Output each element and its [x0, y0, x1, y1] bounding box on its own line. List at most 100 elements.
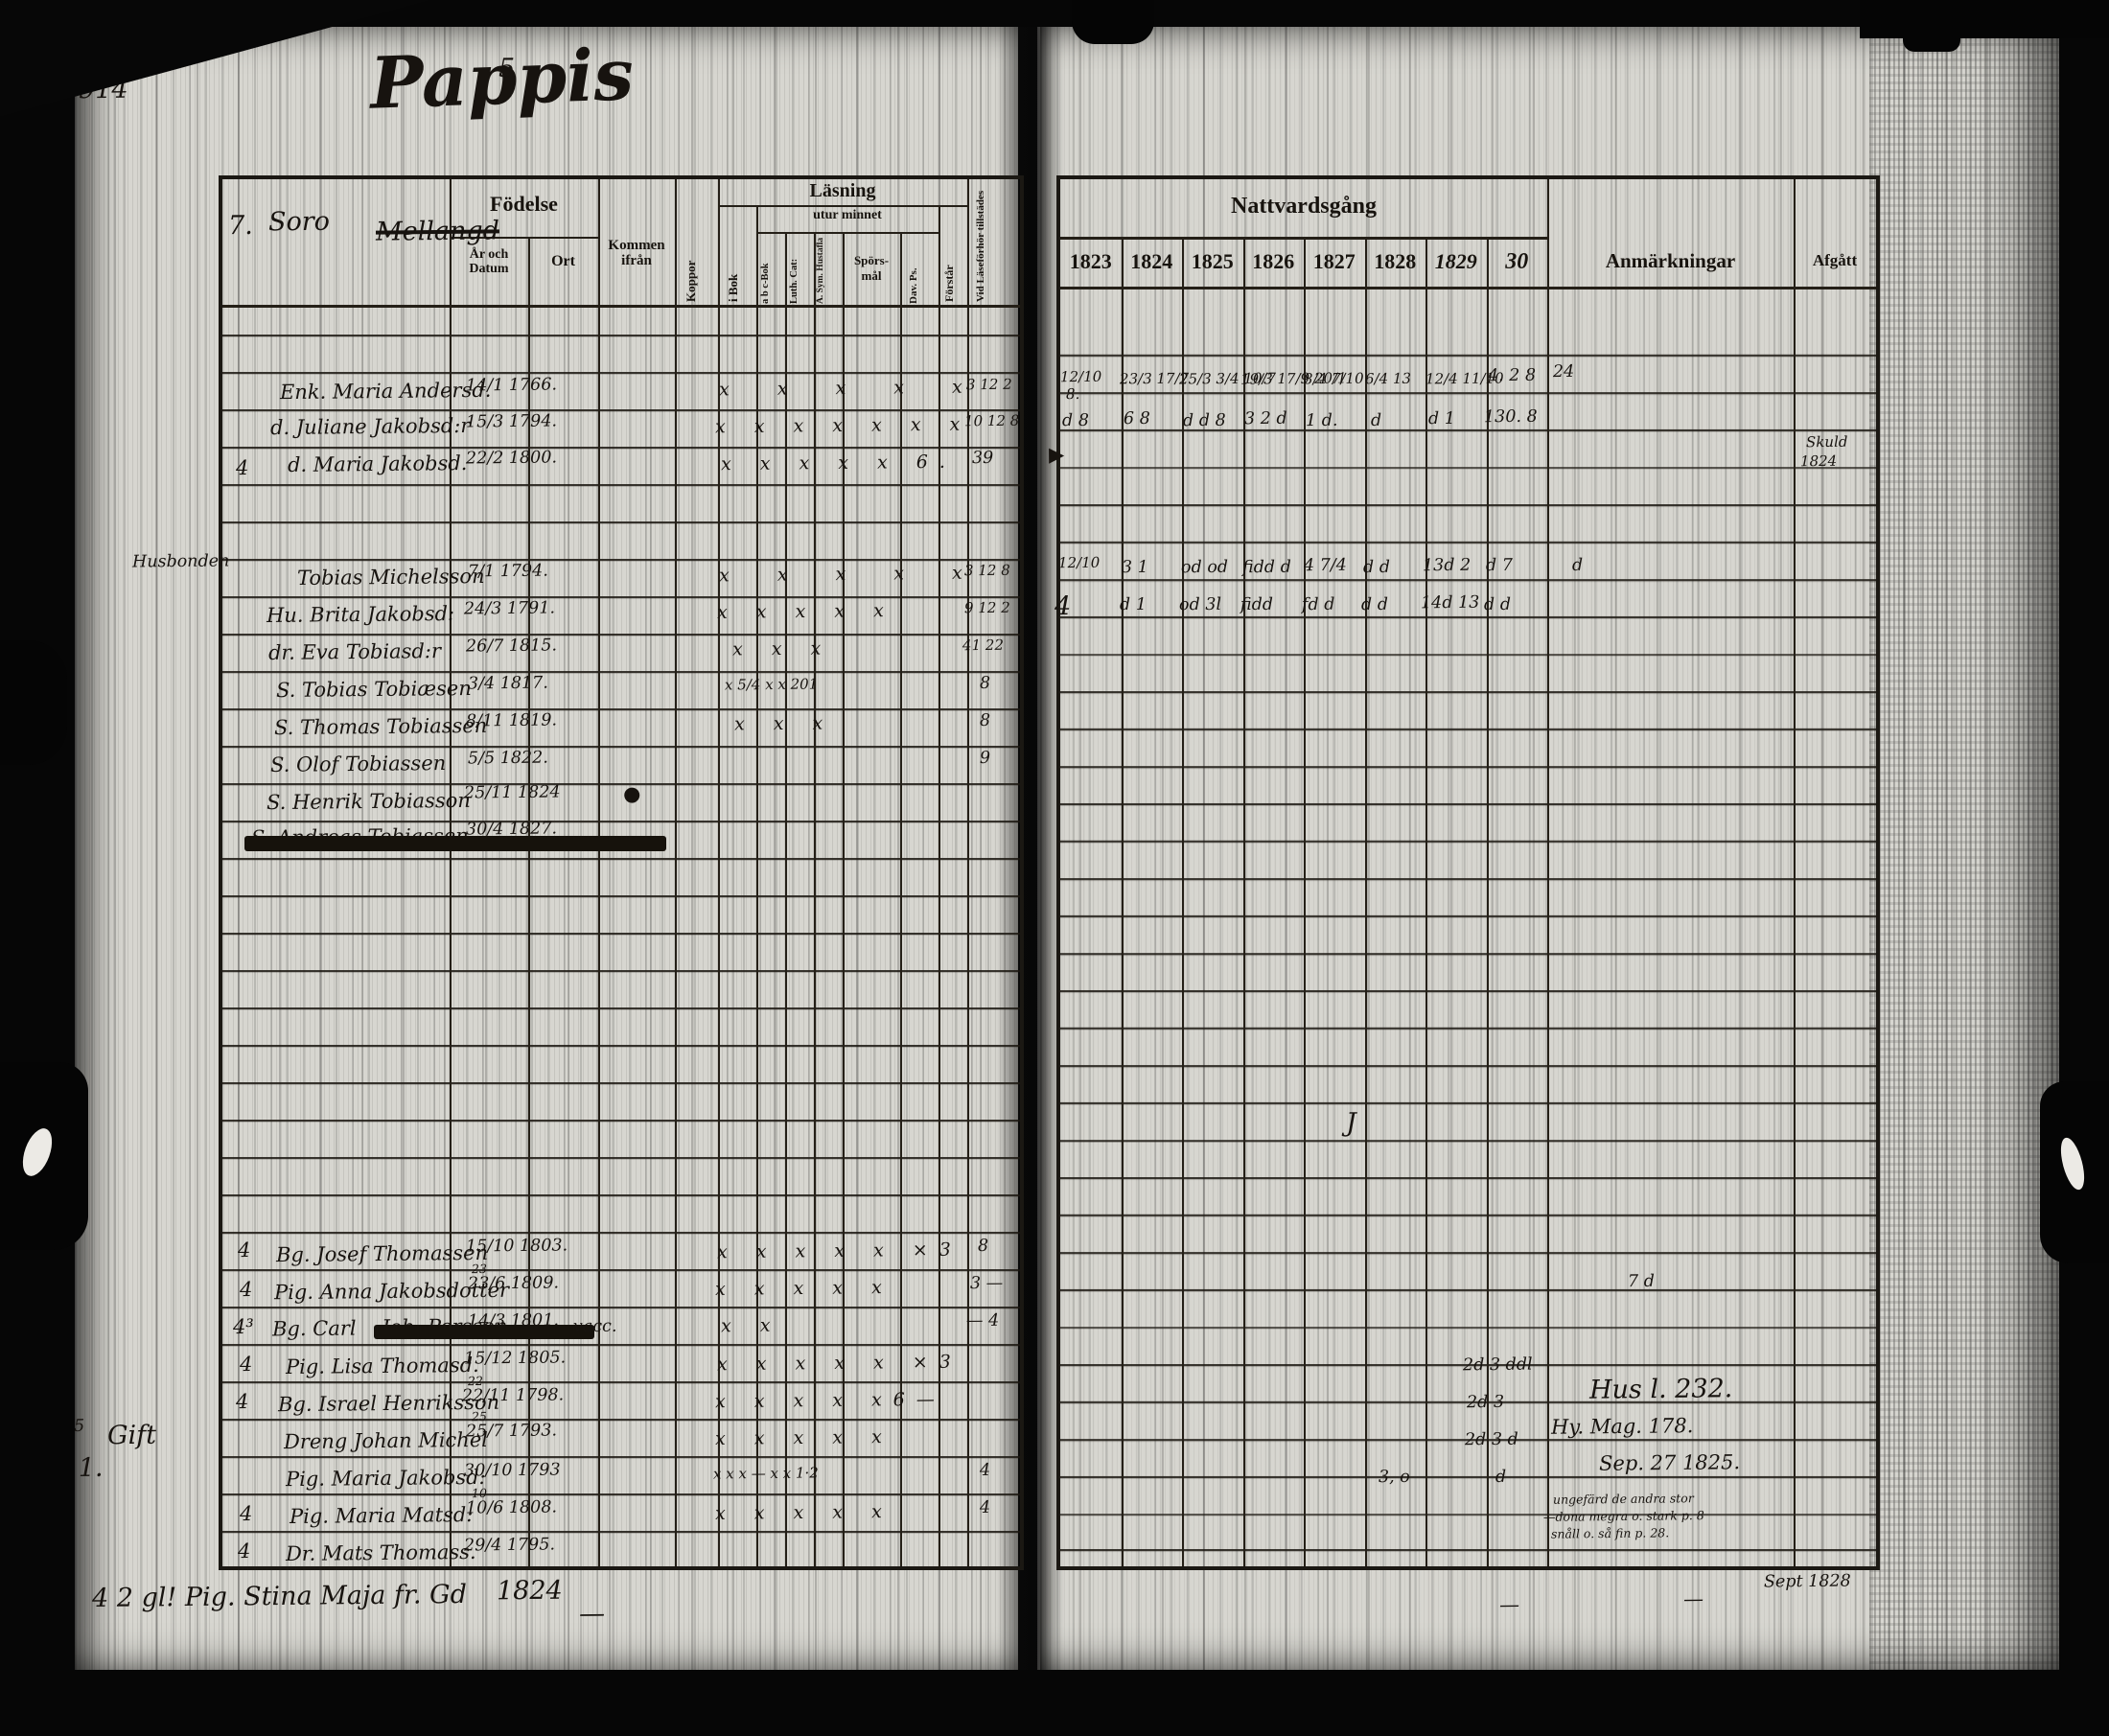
- handwritten-entry: d d: [1360, 594, 1389, 615]
- handwritten-entry: 3 12 2: [965, 375, 1012, 394]
- paper-texture: [1869, 25, 2061, 1672]
- abc-bok-header: a b c-Bok: [760, 263, 771, 304]
- handwritten-entry: 2d 3 d: [1464, 1429, 1518, 1450]
- col-line: [814, 232, 816, 1566]
- handwritten-entry: Hy. Mag. 178.: [1550, 1414, 1694, 1439]
- left-record-table: Födelse År och Datum Ort Kommen ifrån Ko…: [219, 175, 1024, 1570]
- handwritten-entry: 22/11 1798.: [461, 1385, 565, 1406]
- col-line: [675, 179, 677, 1566]
- handwritten-entry: 25/11 1824: [463, 782, 561, 803]
- year-header: 1824: [1130, 249, 1173, 273]
- handwritten-entry: x x x x x: [718, 562, 984, 587]
- ar-och-datum-header: År och Datum: [469, 247, 509, 276]
- handwritten-entry: 25/7 1793.: [465, 1421, 558, 1442]
- handwritten-entry: 5: [498, 53, 516, 84]
- handwritten-entry: d 1: [1427, 408, 1456, 429]
- handwritten-entry: 6 8: [1123, 408, 1150, 429]
- sporsmal-header-1: Spörs-: [853, 253, 890, 267]
- col-line: [1425, 237, 1427, 1566]
- handwritten-entry: 3, o: [1378, 1467, 1410, 1488]
- handwritten-entry: 3/4 1817.: [467, 673, 548, 694]
- handwritten-entry: 14/3 1801.: [467, 1310, 560, 1331]
- handwritten-entry: 4. 2 8: [1487, 365, 1537, 386]
- col-line: [939, 205, 940, 1566]
- handwritten-entry: 4: [239, 1352, 253, 1377]
- kommen-ifran-header: Kommen ifrån: [608, 238, 665, 268]
- utur-minnet-header: utur minnet: [813, 208, 882, 222]
- handwritten-entry: 8/11 1819.: [465, 710, 558, 731]
- handwritten-entry: 1 d.: [1305, 410, 1338, 431]
- handwritten-entry: Enk. Maria Andersd.: [279, 378, 492, 405]
- right-record-table: Nattvardsgång 1823 1824 1825 1826 1827 1828 18…: [1056, 175, 1880, 1570]
- handwritten-entry: 9 12 2: [963, 598, 1010, 617]
- hustafla-header: A. Sym. Hustafla: [816, 237, 825, 304]
- ink-blot-strike: [374, 1325, 594, 1339]
- handwritten-entry: x x x x x ×3: [716, 1238, 962, 1263]
- handwritten-entry: x x x x x: [714, 1277, 893, 1300]
- handwritten-entry: x 5/4 x x 201: [724, 675, 819, 694]
- year-header: 30: [1505, 249, 1529, 274]
- left-table-rows: [222, 335, 1020, 1566]
- handwritten-entry: Pig. Lisa Thomasd.: [285, 1353, 479, 1379]
- handwritten-entry: x x x x x: [716, 600, 895, 623]
- handwritten-entry: Pig. Maria Matsd:: [289, 1502, 474, 1529]
- right-table-rows: [1060, 335, 1876, 1566]
- ink-blot-strike: [244, 836, 666, 851]
- year-header: 1826: [1252, 249, 1295, 273]
- handwritten-entry: Gift: [106, 1420, 157, 1451]
- handwritten-entry: 14d 13: [1420, 592, 1480, 613]
- handwritten-entry: x x x x x6—: [714, 1388, 946, 1413]
- handwritten-entry: S. Olof Tobiassen: [269, 752, 447, 776]
- handwritten-entry: 3 2 d: [1243, 408, 1287, 429]
- handwritten-entry: d. Maria Jakobsd.: [287, 451, 468, 476]
- handwritten-entry: J: [1345, 1107, 1356, 1139]
- handwritten-entry: 10/6 1808.: [465, 1497, 558, 1518]
- col-line: [1794, 179, 1796, 1566]
- col-line: [1364, 237, 1367, 1566]
- luth-cat-header: Luth. Cat:: [789, 258, 800, 304]
- handwritten-entry: 24/3 1791.: [463, 598, 556, 619]
- handwritten-entry: —dona megra o. stark p. 8: [1542, 1508, 1704, 1524]
- handwritten-entry: x x x: [733, 712, 835, 735]
- handwritten-entry: snåll o. så fin p. 28.: [1550, 1525, 1670, 1541]
- handwritten-entry: 4: [235, 1389, 249, 1414]
- col-line: [900, 232, 902, 1566]
- handwritten-entry: 7.: [227, 210, 253, 242]
- handwritten-entry: 15/12 1805.: [463, 1348, 567, 1369]
- handwritten-entry: ▶: [1048, 442, 1065, 467]
- handwritten-entry: 1824: [496, 1575, 563, 1607]
- handwritten-entry: x x x x x x x: [714, 413, 972, 438]
- handwritten-entry: 4: [979, 1497, 991, 1518]
- nattvardsgang-header: Nattvardsgång: [1230, 194, 1377, 219]
- handwritten-entry: 29/4 1795.: [463, 1535, 556, 1556]
- handwritten-entry: d d: [1483, 594, 1512, 615]
- handwritten-entry: 15/3 1794.: [465, 411, 558, 432]
- handwritten-entry: fidd d: [1241, 557, 1291, 578]
- col-line: [967, 179, 969, 1566]
- handwritten-entry: 4 7/4: [1303, 555, 1347, 576]
- handwritten-entry: S. Henrik Tobiasson: [266, 788, 471, 815]
- handwritten-entry: 8: [977, 1236, 989, 1257]
- i-bok-header: i Bok: [726, 273, 740, 302]
- handwritten-entry: 15/10 1803.: [465, 1236, 568, 1257]
- photo-frame-right: [2059, 0, 2109, 1736]
- handwritten-entry: Dr. Mats Thomass.: [285, 1539, 476, 1566]
- koppor-header: Koppor: [684, 260, 698, 302]
- handwritten-entry: 8: [979, 710, 991, 731]
- col-line: [1486, 237, 1489, 1566]
- handwritten-entry: d. Juliane Jakobsd:r: [269, 413, 471, 440]
- handwritten-entry: Bg. Carl: [271, 1316, 357, 1341]
- forstar-header: Förstår: [942, 265, 956, 302]
- handwritten-entry: d d 8: [1182, 410, 1226, 431]
- handwritten-entry: 30/4 1827.: [465, 819, 558, 840]
- ort-header: Ort: [551, 253, 575, 269]
- left-edge-bump: [0, 640, 67, 765]
- col-line: [756, 205, 758, 1566]
- handwritten-entry: Hu. Brita Jakobsd:: [266, 601, 455, 628]
- col-line: [1182, 237, 1184, 1566]
- handwritten-entry: Bg. Josef Thomassen: [275, 1240, 489, 1267]
- handwritten-entry: 13d 2: [1422, 555, 1472, 576]
- handwritten-entry: 2d 3 ddl: [1462, 1354, 1533, 1376]
- sporsmal-header-2: mål: [861, 268, 882, 283]
